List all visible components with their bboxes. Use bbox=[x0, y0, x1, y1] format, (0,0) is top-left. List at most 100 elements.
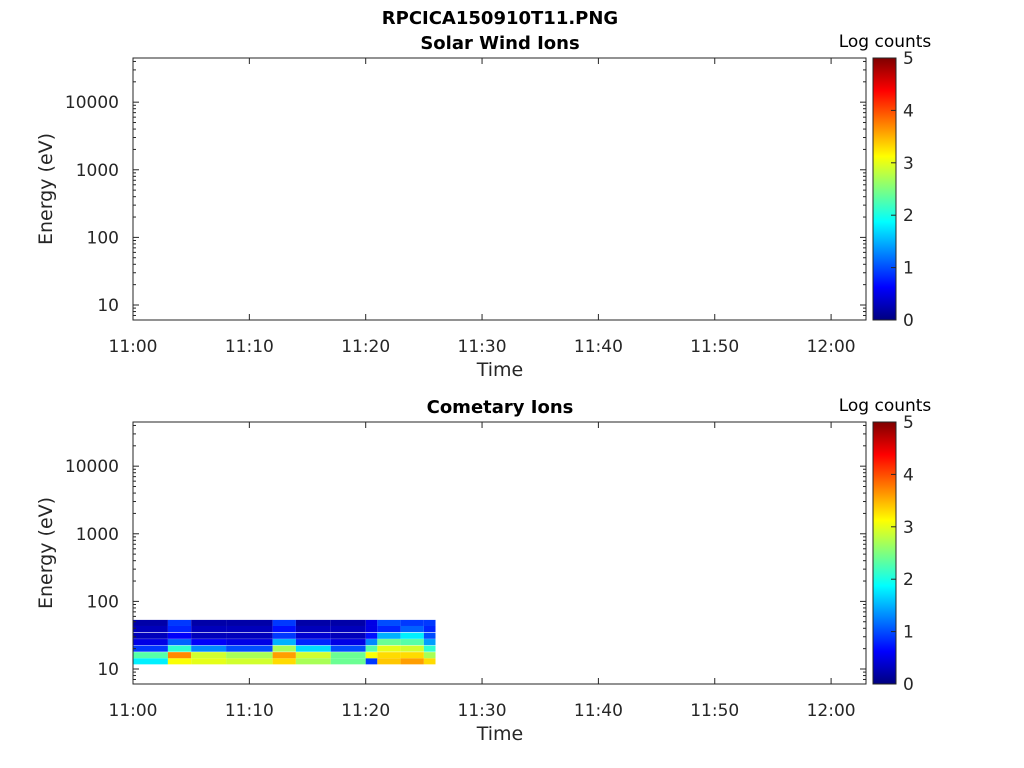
heatmap-cell bbox=[226, 652, 273, 659]
x-tick-label: 12:00 bbox=[807, 701, 856, 721]
heatmap-cell bbox=[133, 658, 168, 665]
heatmap-cell bbox=[377, 652, 401, 659]
heatmap-cell bbox=[295, 625, 331, 633]
heatmap-cell bbox=[377, 645, 401, 652]
x-tick-label: 11:10 bbox=[225, 701, 274, 721]
heatmap-cell bbox=[423, 652, 436, 659]
heatmap-cell bbox=[272, 619, 296, 626]
panel-title: Solar Wind Ions bbox=[420, 33, 579, 54]
colorbar-label: Log counts bbox=[839, 32, 932, 52]
colorbar-tick-label: 2 bbox=[903, 206, 914, 226]
heatmap-cell bbox=[377, 632, 401, 639]
heatmap-cell bbox=[133, 652, 168, 659]
y-tick-label: 10 bbox=[97, 660, 119, 680]
heatmap-cell bbox=[365, 658, 378, 665]
colorbar bbox=[872, 57, 897, 321]
heatmap-cell bbox=[377, 619, 401, 626]
x-tick-label: 12:00 bbox=[807, 337, 856, 357]
heatmap-cell bbox=[133, 619, 168, 626]
y-tick-label: 10000 bbox=[65, 457, 119, 477]
heatmap-cell bbox=[167, 652, 192, 659]
heatmap-cell bbox=[330, 639, 366, 646]
heatmap-cell bbox=[226, 639, 273, 646]
heatmap-cell bbox=[295, 619, 331, 626]
heatmap-cell bbox=[377, 658, 401, 665]
heatmap-cell bbox=[133, 632, 168, 639]
heatmap-cell bbox=[400, 639, 424, 646]
colorbar-tick-label: 0 bbox=[903, 675, 914, 695]
y-axis-label: Energy (eV) bbox=[35, 497, 57, 609]
heatmap-cell bbox=[191, 658, 227, 665]
colorbar-tick-label: 5 bbox=[903, 49, 914, 69]
heatmap-cell bbox=[400, 658, 424, 665]
heatmap-cell bbox=[400, 652, 424, 659]
heatmap-cell bbox=[191, 639, 227, 646]
heatmap-cell bbox=[365, 619, 378, 626]
heatmap-cell bbox=[272, 652, 296, 659]
heatmap-cell bbox=[191, 632, 227, 639]
y-tick-label: 100 bbox=[87, 592, 119, 612]
y-axis-label: Energy (eV) bbox=[35, 133, 57, 245]
x-tick-label: 11:30 bbox=[458, 337, 507, 357]
heatmap-cell bbox=[226, 632, 273, 639]
colorbar-tick-label: 5 bbox=[903, 413, 914, 433]
heatmap-cell bbox=[191, 625, 227, 633]
heatmap-cell bbox=[226, 645, 273, 652]
x-axis-label: Time bbox=[476, 723, 524, 745]
heatmap-cell bbox=[330, 619, 366, 626]
x-tick-label: 11:50 bbox=[690, 337, 739, 357]
colorbar-tick-label: 1 bbox=[903, 623, 914, 643]
heatmap-cell bbox=[365, 625, 378, 633]
heatmap-cell bbox=[167, 625, 192, 633]
heatmap-cell bbox=[377, 625, 401, 633]
heatmap-cell bbox=[133, 645, 168, 652]
heatmap-cell bbox=[365, 632, 378, 639]
heatmap-cell bbox=[167, 658, 192, 665]
plot-frame bbox=[132, 57, 867, 321]
plot-frame bbox=[132, 421, 867, 685]
heatmap-cell bbox=[272, 658, 296, 665]
figure-title: RPCICA150910T11.PNG bbox=[382, 8, 618, 29]
x-tick-label: 11:40 bbox=[574, 337, 623, 357]
heatmap-cell bbox=[272, 632, 296, 639]
heatmap-cell bbox=[191, 652, 227, 659]
heatmap-cell bbox=[295, 658, 331, 665]
heatmap-cell bbox=[330, 632, 366, 639]
heatmap-cell bbox=[400, 625, 424, 633]
colorbar-tick-label: 1 bbox=[903, 259, 914, 279]
heatmap-cell bbox=[365, 645, 378, 652]
y-tick-label: 1000 bbox=[76, 525, 119, 545]
colorbar-tick-label: 4 bbox=[903, 465, 914, 485]
x-tick-label: 11:50 bbox=[690, 701, 739, 721]
heatmap-cell bbox=[226, 625, 273, 633]
heatmap-cell bbox=[330, 658, 366, 665]
y-tick-label: 10000 bbox=[65, 93, 119, 113]
heatmap-cell bbox=[423, 625, 436, 633]
x-tick-label: 11:40 bbox=[574, 701, 623, 721]
x-tick-label: 11:00 bbox=[109, 701, 158, 721]
x-tick-label: 11:20 bbox=[341, 701, 390, 721]
heatmap-cell bbox=[400, 645, 424, 652]
heatmap-cell bbox=[423, 632, 436, 639]
heatmap-cell bbox=[365, 652, 378, 659]
x-axis-label: Time bbox=[476, 359, 524, 381]
heatmap-cell bbox=[330, 645, 366, 652]
heatmap-cell bbox=[167, 639, 192, 646]
heatmap-cell bbox=[330, 625, 366, 633]
x-tick-label: 11:10 bbox=[225, 337, 274, 357]
heatmap-cell bbox=[295, 639, 331, 646]
heatmap-cell bbox=[377, 639, 401, 646]
heatmap-cell bbox=[226, 619, 273, 626]
y-tick-label: 1000 bbox=[76, 161, 119, 181]
heatmap-cell bbox=[226, 658, 273, 665]
heatmap-cell bbox=[191, 619, 227, 626]
heatmap-cell bbox=[167, 645, 192, 652]
heatmap-cell bbox=[191, 645, 227, 652]
heatmap-cell bbox=[400, 632, 424, 639]
heatmap-cell bbox=[423, 658, 436, 665]
heatmap-cell bbox=[295, 652, 331, 659]
heatmap-cell bbox=[133, 625, 168, 633]
heatmap-cell bbox=[272, 645, 296, 652]
panel-title: Cometary Ions bbox=[427, 397, 574, 418]
